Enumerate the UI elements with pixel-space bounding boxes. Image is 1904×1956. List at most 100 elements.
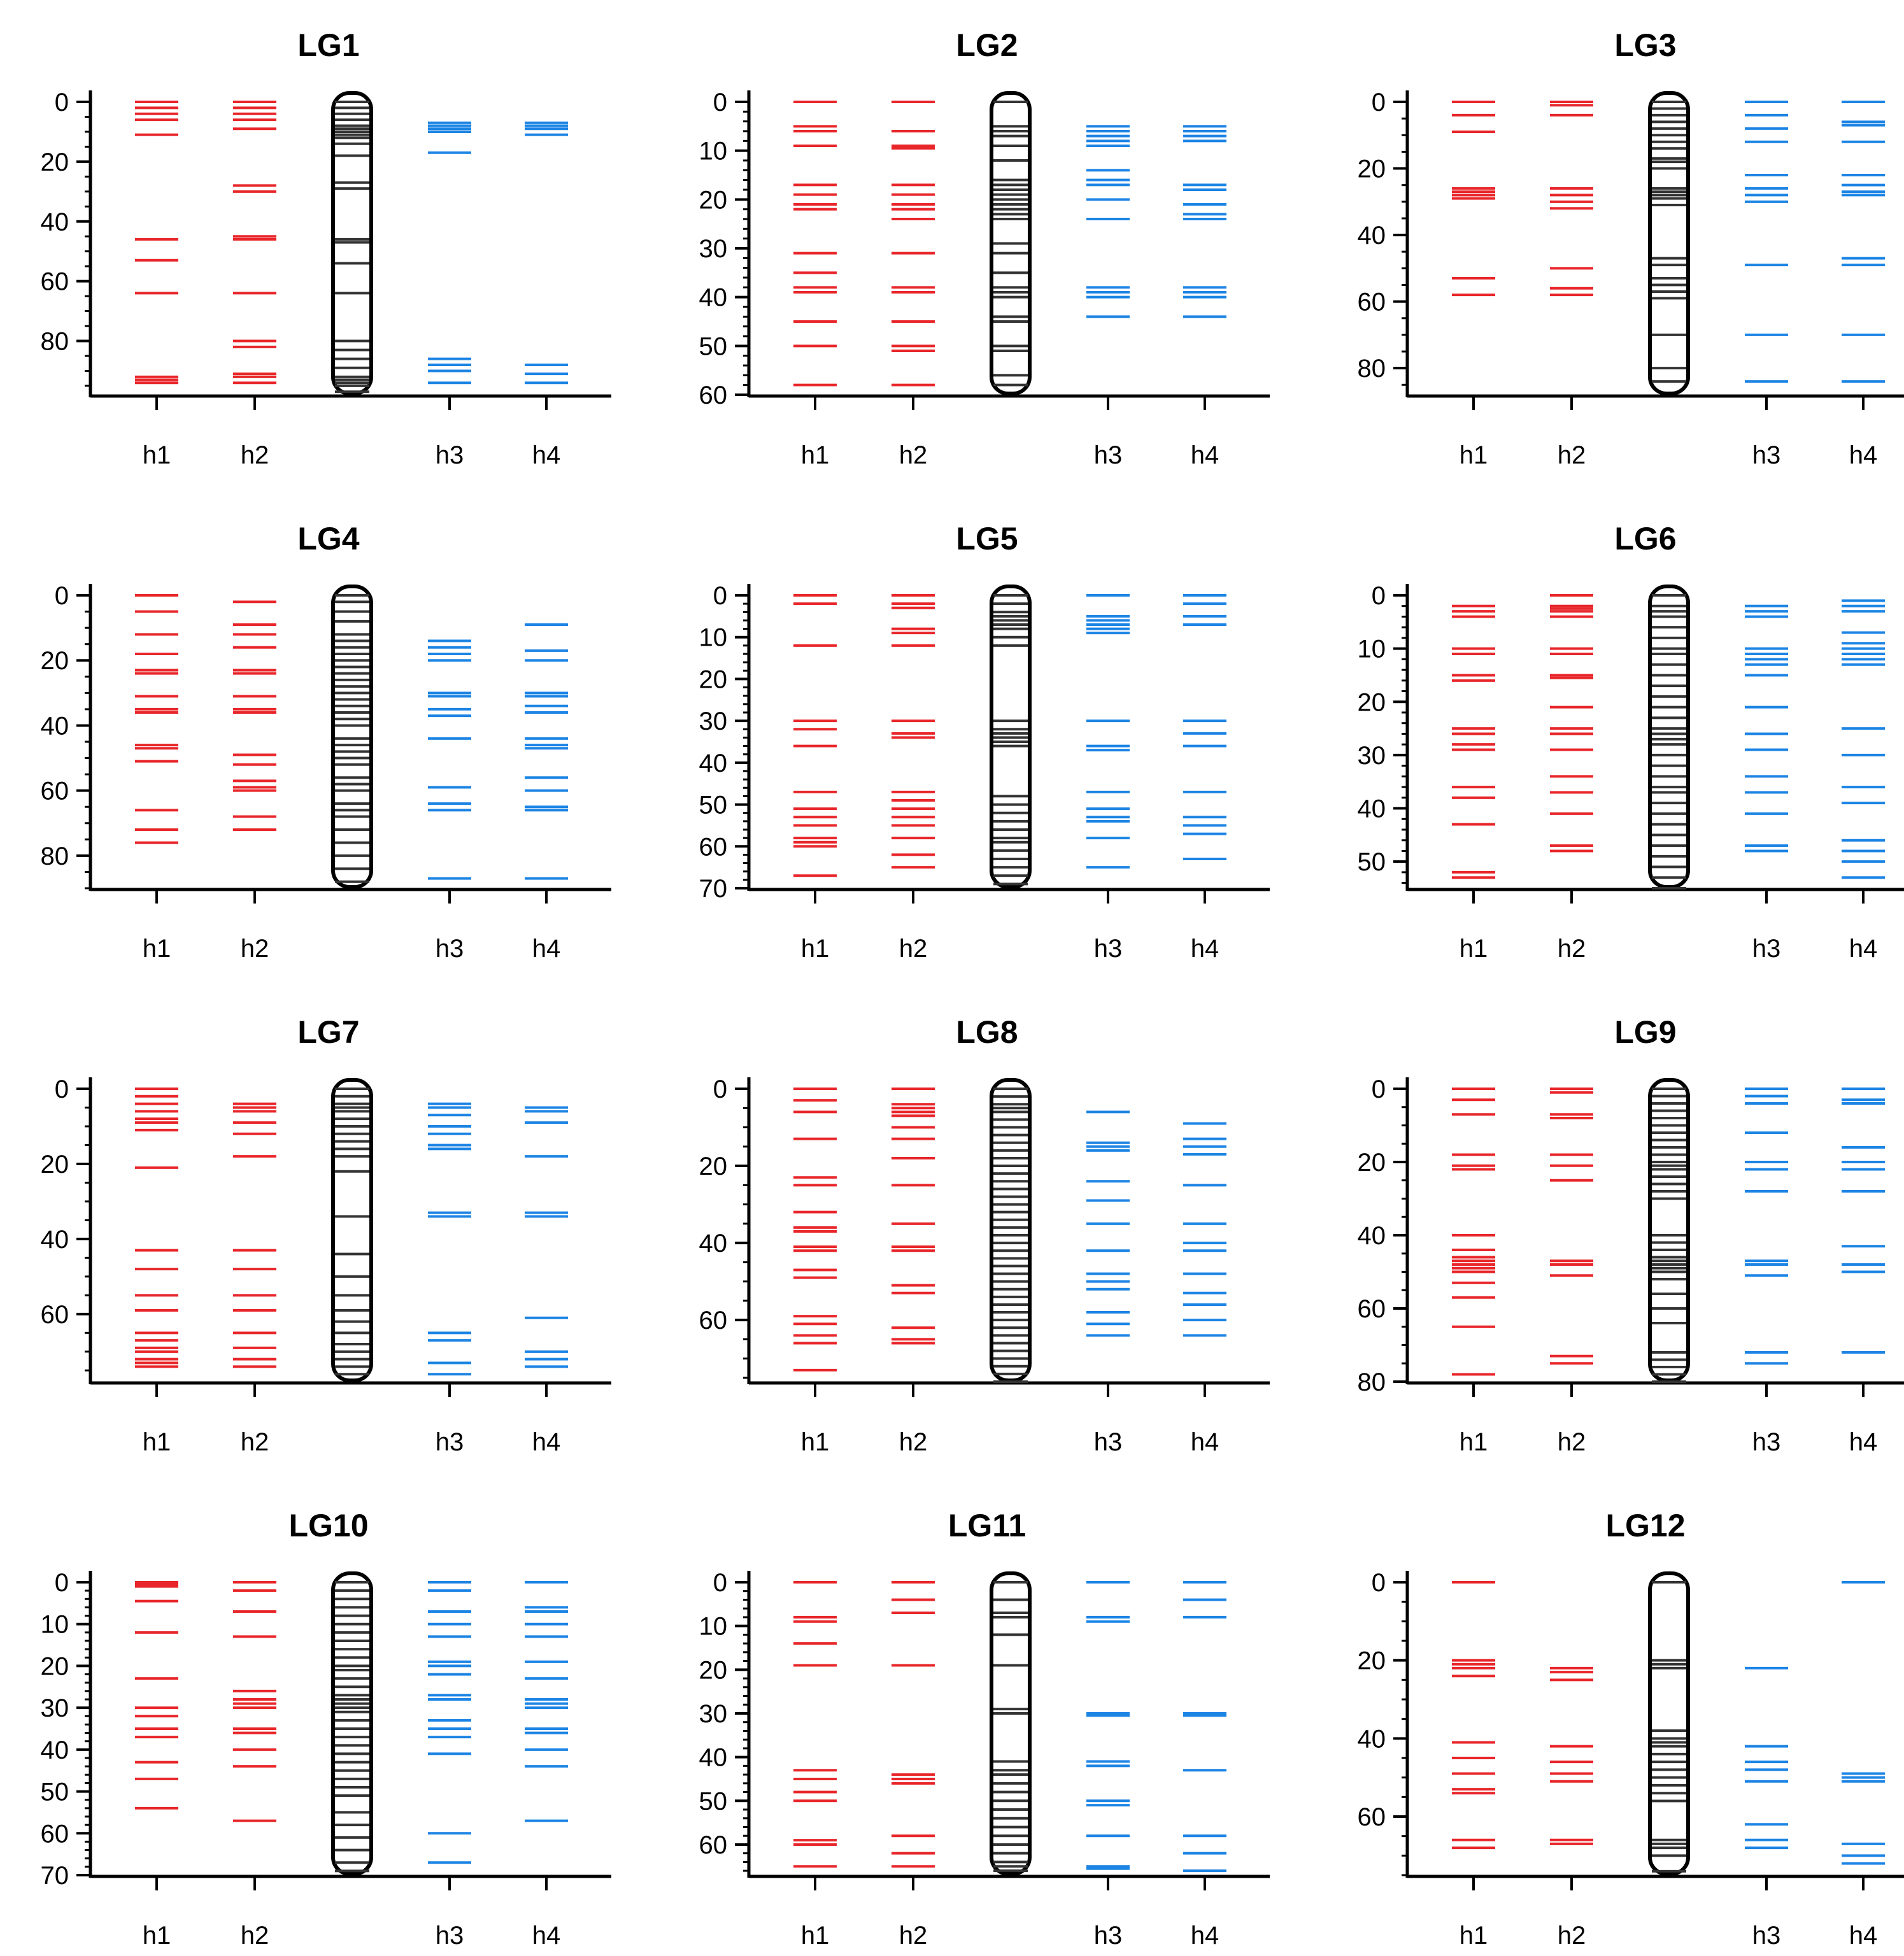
panel-title: LG2 bbox=[956, 27, 1018, 63]
tick-label: 60 bbox=[41, 1820, 69, 1848]
haplotype-label-h1: h1 bbox=[801, 441, 830, 469]
tick-label: 40 bbox=[41, 1226, 69, 1254]
panel-lg3: LG3 0 20 40 60 80 h1 h2 h3 h4 bbox=[1358, 27, 1904, 469]
tick-label: 40 bbox=[1358, 1222, 1386, 1250]
haplotype-label-h1: h1 bbox=[1460, 935, 1488, 963]
panel-lg9: LG9 0 20 40 60 80 h1 h2 h3 h4 bbox=[1358, 1014, 1904, 1456]
tick-label: 20 bbox=[41, 1151, 69, 1179]
haplotype-label-h3: h3 bbox=[1752, 1922, 1781, 1950]
tick-label: 10 bbox=[699, 138, 728, 166]
tick-label: 60 bbox=[699, 1307, 728, 1335]
haplotype-label-h2: h2 bbox=[899, 1922, 928, 1950]
tick-label: 40 bbox=[699, 1744, 728, 1772]
panel-title: LG5 bbox=[956, 521, 1018, 556]
tick-label: 0 bbox=[1372, 1075, 1386, 1103]
tick-label: 40 bbox=[41, 208, 69, 236]
tick-label: 0 bbox=[713, 89, 727, 117]
tick-label: 60 bbox=[1358, 1295, 1386, 1323]
tick-label: 80 bbox=[1358, 355, 1386, 383]
haplotype-label-h4: h4 bbox=[532, 935, 561, 963]
haplotype-label-h2: h2 bbox=[1558, 441, 1586, 469]
tick-label: 20 bbox=[1358, 1149, 1386, 1177]
haplotype-label-h3: h3 bbox=[1094, 1428, 1123, 1456]
tick-label: 0 bbox=[55, 582, 69, 610]
tick-label: 80 bbox=[41, 328, 69, 356]
tick-label: 0 bbox=[1372, 1569, 1386, 1597]
tick-label: 60 bbox=[41, 1301, 69, 1329]
tick-label: 0 bbox=[713, 582, 727, 610]
tick-label: 20 bbox=[41, 148, 69, 176]
haplotype-label-h2: h2 bbox=[241, 1428, 269, 1456]
haplotype-label-h1: h1 bbox=[143, 441, 171, 469]
tick-label: 20 bbox=[41, 1652, 69, 1680]
haplotype-label-h1: h1 bbox=[1460, 441, 1488, 469]
panel-title: LG7 bbox=[297, 1014, 359, 1050]
panel-title: LG10 bbox=[288, 1508, 368, 1543]
haplotype-label-h4: h4 bbox=[1191, 441, 1219, 469]
tick-label: 30 bbox=[1358, 742, 1386, 770]
tick-label: 0 bbox=[713, 1569, 727, 1597]
tick-label: 40 bbox=[41, 712, 69, 740]
chromosome-outline bbox=[331, 1078, 373, 1382]
haplotype-label-h3: h3 bbox=[436, 1922, 464, 1950]
tick-label: 0 bbox=[713, 1075, 727, 1103]
tick-label: 20 bbox=[699, 665, 728, 693]
haplotype-label-h4: h4 bbox=[1191, 1922, 1219, 1950]
haplotype-label-h3: h3 bbox=[1752, 935, 1781, 963]
tick-label: 60 bbox=[699, 833, 728, 861]
tick-label: 0 bbox=[1372, 89, 1386, 117]
panel-lg8: LG8 0 20 40 60 h1 h2 h3 h4 bbox=[699, 1014, 1270, 1456]
haplotype-label-h1: h1 bbox=[143, 1428, 171, 1456]
haplotype-label-h3: h3 bbox=[436, 935, 464, 963]
haplotype-label-h2: h2 bbox=[241, 441, 269, 469]
haplotype-label-h4: h4 bbox=[1191, 935, 1219, 963]
tick-label: 50 bbox=[41, 1778, 69, 1806]
haplotype-label-h4: h4 bbox=[1849, 1428, 1878, 1456]
tick-label: 20 bbox=[41, 647, 69, 675]
tick-label: 40 bbox=[1358, 1725, 1386, 1753]
tick-label: 50 bbox=[699, 332, 728, 360]
chromosome-outline bbox=[1648, 1571, 1690, 1876]
panel-title: LG4 bbox=[297, 521, 359, 556]
panel-lg12: LG12 0 20 40 60 h1 h2 h3 h4 bbox=[1358, 1508, 1904, 1950]
tick-label: 40 bbox=[1358, 222, 1386, 250]
tick-label: 30 bbox=[699, 1700, 728, 1728]
haplotype-label-h1: h1 bbox=[1460, 1428, 1488, 1456]
haplotype-label-h1: h1 bbox=[143, 935, 171, 963]
tick-label: 80 bbox=[1358, 1368, 1386, 1396]
tick-label: 80 bbox=[41, 842, 69, 870]
tick-label: 60 bbox=[699, 381, 728, 409]
tick-label: 20 bbox=[699, 1656, 728, 1684]
tick-label: 10 bbox=[699, 1613, 728, 1641]
tick-label: 0 bbox=[1372, 582, 1386, 610]
tick-label: 30 bbox=[699, 707, 728, 735]
panel-lg10: LG10 0 10 20 30 40 50 60 70 h1 h2 h3 h4 bbox=[41, 1508, 611, 1950]
haplotype-label-h1: h1 bbox=[1460, 1922, 1488, 1950]
haplotype-label-h1: h1 bbox=[801, 1428, 830, 1456]
haplotype-label-h1: h1 bbox=[801, 935, 830, 963]
panel-lg7: LG7 0 20 40 60 h1 h2 h3 h4 bbox=[41, 1014, 611, 1456]
tick-label: 70 bbox=[699, 875, 728, 903]
tick-label: 60 bbox=[41, 268, 69, 296]
panel-title: LG1 bbox=[297, 27, 359, 63]
tick-label: 40 bbox=[699, 1230, 728, 1258]
haplotype-label-h4: h4 bbox=[1849, 935, 1878, 963]
chromosome-outline bbox=[331, 1571, 373, 1876]
tick-label: 40 bbox=[1358, 795, 1386, 823]
haplotype-label-h3: h3 bbox=[1752, 441, 1781, 469]
panel-lg11: LG11 0 10 20 30 40 50 60 h1 h2 h3 h4 bbox=[699, 1508, 1270, 1950]
tick-label: 50 bbox=[699, 1787, 728, 1815]
haplotype-label-h2: h2 bbox=[1558, 1922, 1586, 1950]
tick-label: 60 bbox=[699, 1831, 728, 1859]
tick-label: 10 bbox=[41, 1611, 69, 1639]
haplotype-label-h3: h3 bbox=[1094, 1922, 1123, 1950]
tick-label: 20 bbox=[699, 186, 728, 214]
haplotype-label-h4: h4 bbox=[532, 1922, 561, 1950]
tick-label: 30 bbox=[699, 235, 728, 263]
tick-label: 0 bbox=[55, 1075, 69, 1103]
panel-title: LG6 bbox=[1614, 521, 1676, 556]
haplotype-label-h4: h4 bbox=[1191, 1428, 1219, 1456]
panel-title: LG9 bbox=[1614, 1014, 1676, 1050]
tick-label: 60 bbox=[1358, 1803, 1386, 1831]
